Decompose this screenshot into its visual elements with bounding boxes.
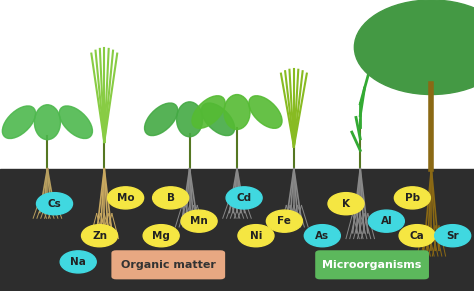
Text: Al: Al — [381, 216, 392, 226]
Text: Microorganisms: Microorganisms — [322, 260, 422, 270]
Text: K: K — [342, 199, 350, 209]
Text: Cd: Cd — [237, 193, 252, 203]
Circle shape — [82, 225, 118, 247]
Circle shape — [181, 210, 217, 232]
Text: Sr: Sr — [447, 231, 459, 241]
Ellipse shape — [2, 106, 36, 139]
Circle shape — [368, 210, 404, 232]
Text: Organic matter: Organic matter — [121, 260, 216, 270]
Circle shape — [226, 187, 262, 209]
Circle shape — [399, 225, 435, 247]
Text: Zn: Zn — [92, 231, 107, 241]
Text: Ca: Ca — [410, 231, 425, 241]
Text: Pb: Pb — [405, 193, 420, 203]
Bar — [0, 169, 474, 291]
Ellipse shape — [59, 106, 92, 139]
Circle shape — [394, 187, 430, 209]
Circle shape — [304, 225, 340, 247]
FancyBboxPatch shape — [111, 250, 225, 279]
Circle shape — [143, 225, 179, 247]
Ellipse shape — [249, 96, 282, 128]
Ellipse shape — [176, 102, 203, 137]
Text: Mn: Mn — [190, 216, 208, 226]
Circle shape — [266, 210, 302, 232]
Text: Ni: Ni — [250, 231, 262, 241]
Text: Na: Na — [70, 257, 86, 267]
Text: As: As — [315, 231, 329, 241]
Ellipse shape — [192, 96, 225, 128]
Circle shape — [238, 225, 274, 247]
Text: Cs: Cs — [47, 199, 62, 209]
FancyBboxPatch shape — [315, 250, 429, 279]
Circle shape — [153, 187, 189, 209]
Text: Fe: Fe — [277, 216, 292, 226]
Ellipse shape — [145, 103, 178, 136]
Circle shape — [60, 251, 96, 273]
Ellipse shape — [201, 103, 235, 136]
Circle shape — [435, 225, 471, 247]
Circle shape — [355, 0, 474, 95]
Ellipse shape — [224, 95, 250, 129]
Circle shape — [36, 193, 73, 215]
Bar — [0, 0, 474, 169]
Text: Mo: Mo — [117, 193, 135, 203]
Text: B: B — [167, 193, 174, 203]
Circle shape — [108, 187, 144, 209]
Text: Mg: Mg — [152, 231, 170, 241]
Ellipse shape — [35, 105, 61, 140]
Circle shape — [328, 193, 364, 215]
